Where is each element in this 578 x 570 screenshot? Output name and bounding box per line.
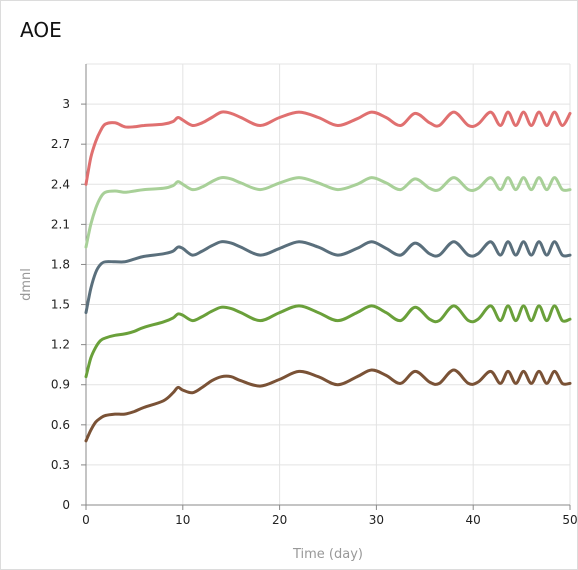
y-tick-label: 1.5: [51, 298, 70, 312]
y-tick-label: 2.1: [51, 217, 70, 231]
y-tick-label: 2.7: [51, 137, 70, 151]
x-tick-label: 50: [562, 513, 577, 527]
series-line-2: [84, 175, 572, 249]
tick-labels: 00.30.60.91.21.51.82.12.42.730 10 20 30 40 50: [51, 97, 578, 527]
grid-lines: [86, 63, 571, 505]
y-tick-label: 1.8: [51, 257, 70, 271]
series-line-5: [84, 368, 572, 443]
series-line-1: [84, 110, 572, 186]
series-line-3: [84, 240, 572, 315]
x-tick-label: 0: [82, 513, 90, 527]
x-axis-label: Time (day): [292, 547, 363, 562]
y-tick-label: 3: [62, 97, 70, 111]
y-tick-label: 1.2: [51, 338, 70, 352]
chart-title: AOE: [20, 18, 62, 42]
x-tick-label: 30: [369, 513, 384, 527]
y-tick-label: 0.6: [51, 418, 70, 432]
y-tick-label: 0.9: [51, 378, 70, 392]
y-tick-label: 0: [62, 498, 70, 512]
x-tick-label: 10: [175, 513, 190, 527]
y-tick-label: 2.4: [51, 177, 70, 191]
y-axis-label: dmnl: [19, 268, 34, 301]
series-group: [84, 110, 572, 443]
x-tick-label: 20: [272, 513, 287, 527]
x-tick-label: 40: [466, 513, 481, 527]
y-tick-label: 0.3: [51, 458, 70, 472]
series-line-4: [84, 304, 572, 379]
axes: [81, 64, 571, 510]
